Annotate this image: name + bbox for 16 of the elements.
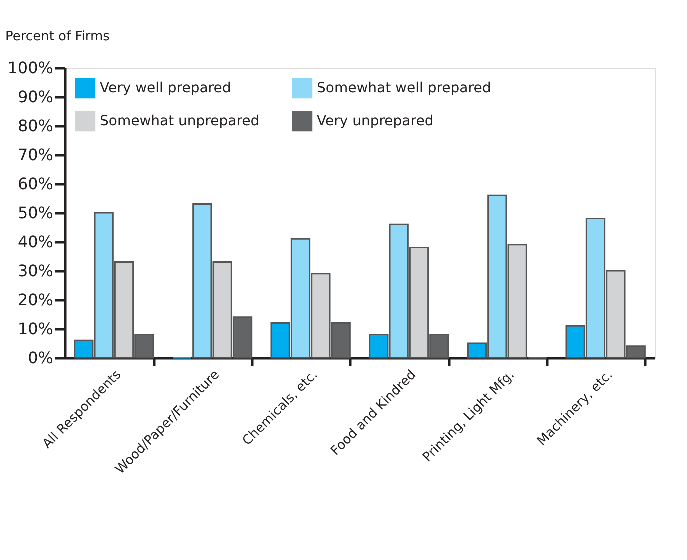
y-tick-label: 20% xyxy=(18,290,54,310)
y-tick-label: 100% xyxy=(8,58,54,78)
legend-label: Very well prepared xyxy=(100,80,232,97)
legend-label: Somewhat well prepared xyxy=(317,80,492,97)
y-tick-label: 40% xyxy=(18,232,54,252)
y-tick-label: 60% xyxy=(18,174,54,194)
legend-label: Very unprepared xyxy=(317,114,434,130)
legend-label: Somewhat unprepared xyxy=(100,114,260,130)
y-tick-label: 80% xyxy=(18,116,54,136)
y-tick-label: 10% xyxy=(18,320,54,338)
y-tick-label: 30% xyxy=(18,262,54,280)
y-tick-label: 0% xyxy=(28,348,54,368)
y-tick-label: 70% xyxy=(18,146,54,164)
y-tick-label: 50% xyxy=(18,204,54,222)
y-tick-label: 90% xyxy=(18,88,54,106)
y-axis-title: Percent of Firms xyxy=(6,30,110,44)
